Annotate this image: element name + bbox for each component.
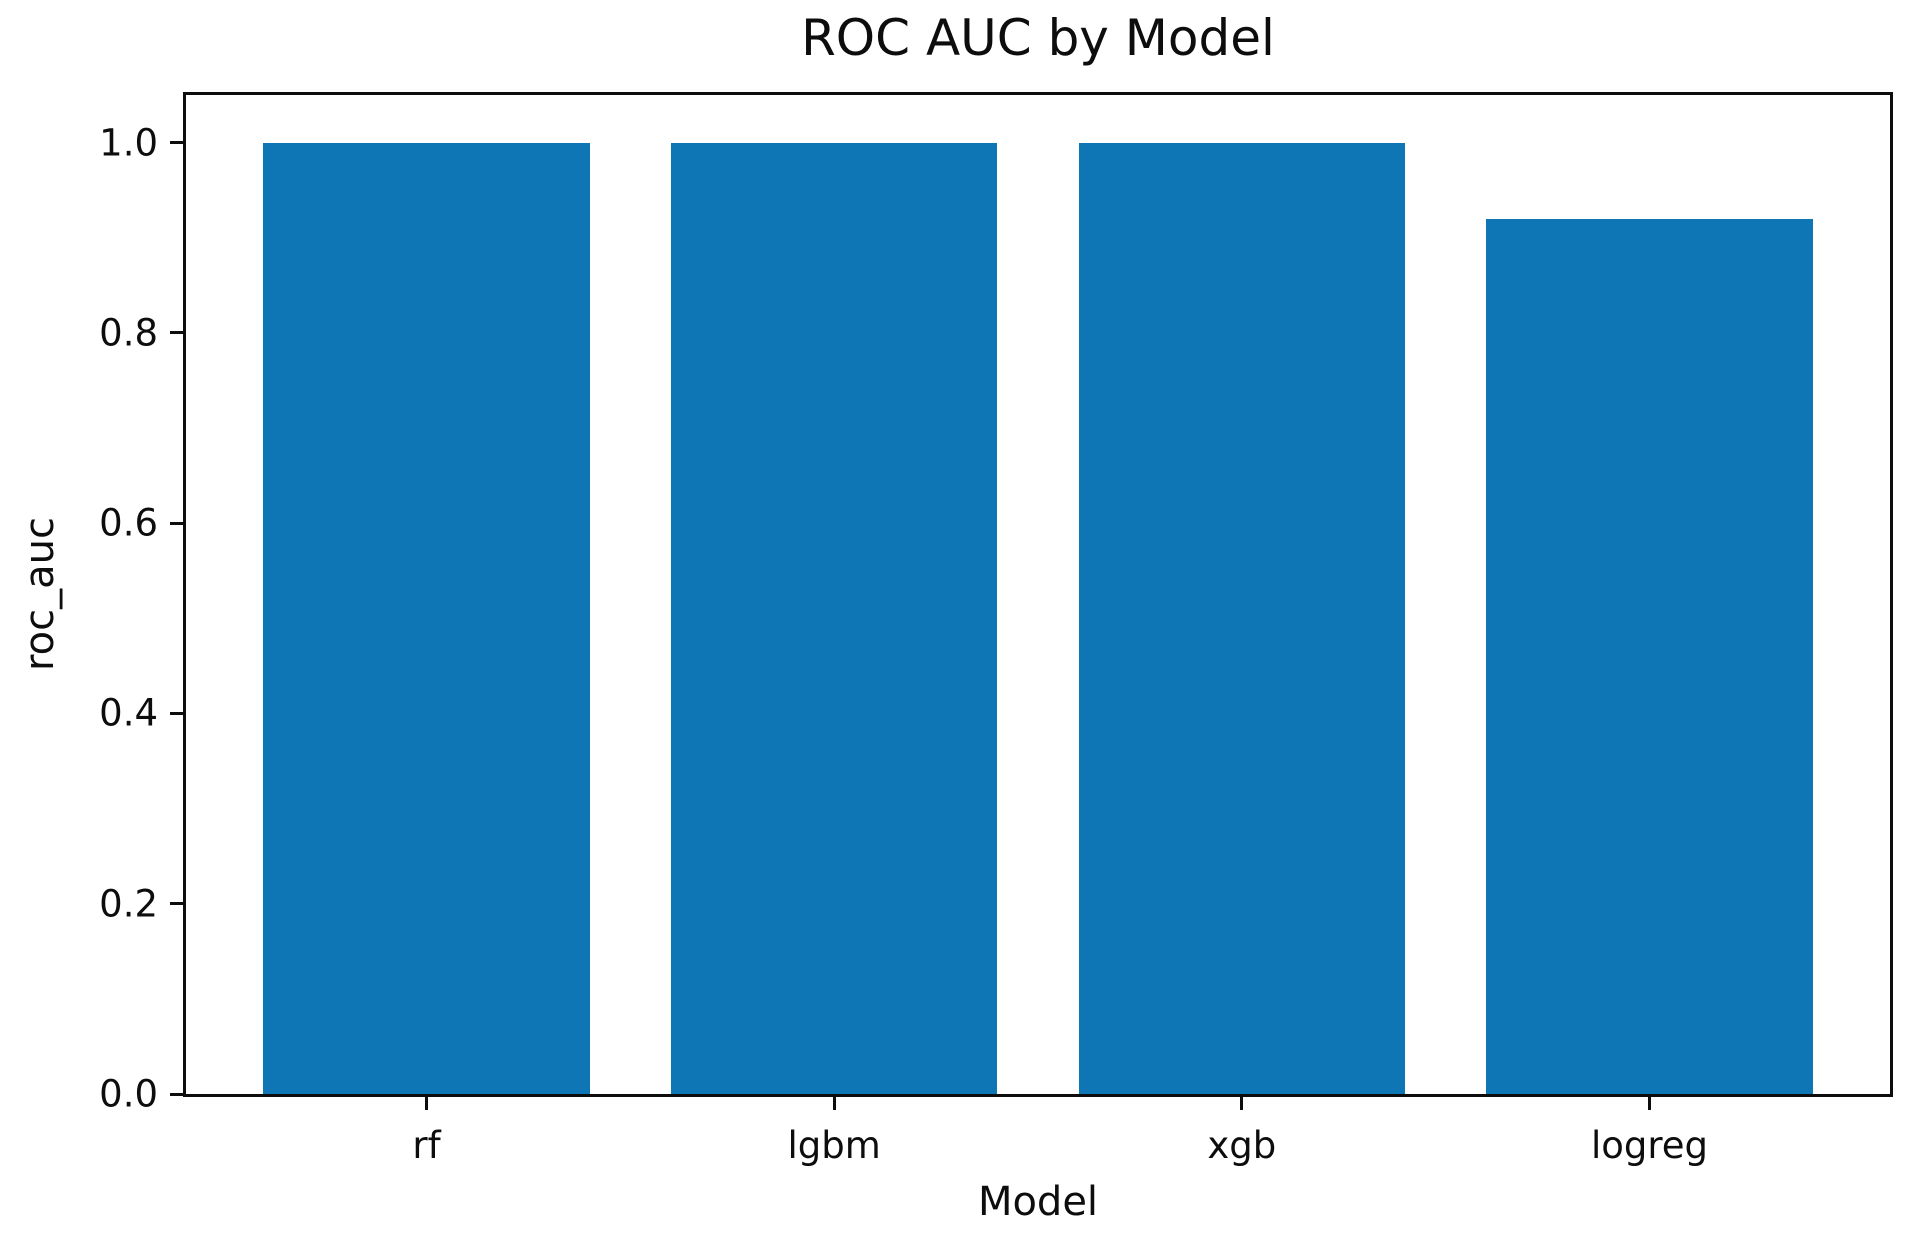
bar-rf xyxy=(263,142,590,1094)
plot-area xyxy=(183,92,1893,1097)
y-tick-mark xyxy=(170,902,183,906)
y-tick-label: 1.0 xyxy=(99,121,158,165)
x-tick-label-logreg: logreg xyxy=(1590,1124,1708,1167)
x-tick-mark xyxy=(1647,1097,1651,1110)
x-tick-mark xyxy=(1240,1097,1244,1110)
y-tick-label: 0.0 xyxy=(99,1072,158,1116)
x-tick-mark xyxy=(832,1097,836,1110)
bar-xgb xyxy=(1078,142,1405,1094)
chart-title: ROC AUC by Model xyxy=(801,9,1275,67)
x-tick-label-lgbm: lgbm xyxy=(787,1124,881,1167)
y-tick-label: 0.6 xyxy=(99,501,158,545)
x-tick-label-xgb: xgb xyxy=(1207,1124,1277,1167)
y-tick-mark xyxy=(170,521,183,525)
y-tick-mark xyxy=(170,711,183,715)
bar-lgbm xyxy=(671,142,998,1094)
x-axis-label: Model xyxy=(977,1179,1099,1225)
y-tick-mark xyxy=(170,331,183,335)
x-tick-mark xyxy=(425,1097,429,1110)
y-axis-label: roc_auc xyxy=(17,517,63,671)
y-tick-label: 0.2 xyxy=(99,882,158,926)
y-tick-mark xyxy=(170,141,183,145)
y-tick-label: 0.8 xyxy=(99,311,158,355)
y-tick-mark xyxy=(170,1092,183,1096)
y-tick-label: 0.4 xyxy=(99,691,158,735)
x-tick-label-rf: rf xyxy=(412,1124,441,1167)
bar-logreg xyxy=(1486,218,1813,1094)
